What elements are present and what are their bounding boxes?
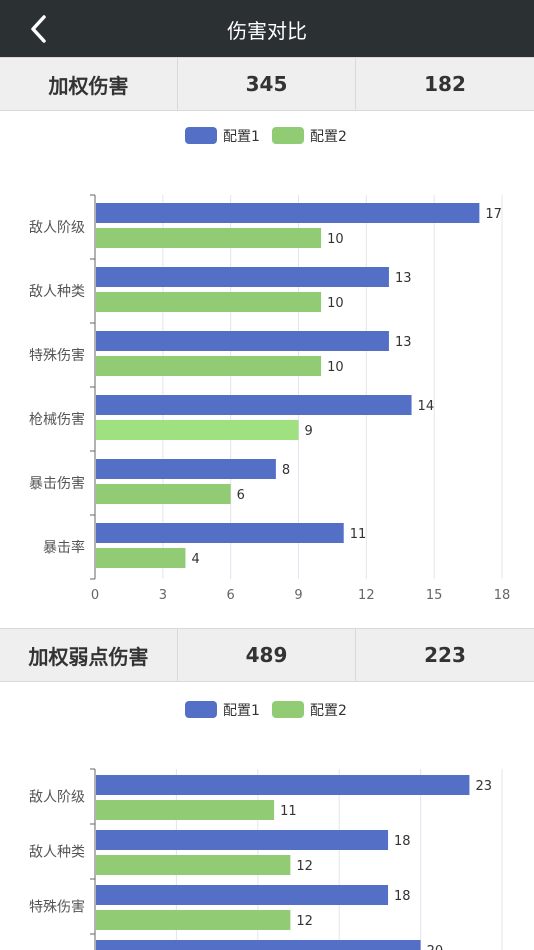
bar — [96, 228, 322, 248]
legend: 配置1 配置2 — [185, 127, 347, 145]
category-label: 枪械伤害 — [29, 411, 85, 428]
legend-item: 配置1 — [185, 127, 260, 145]
legend-swatch — [185, 127, 217, 144]
bar — [96, 940, 421, 950]
row-label: 加权弱点伤害 — [0, 629, 178, 681]
bar — [96, 331, 389, 351]
bar-value-label: 14 — [418, 399, 435, 414]
bar — [96, 203, 480, 223]
bar — [96, 800, 275, 820]
weighted-weakpoint-chart: 配置1配置2敌人阶级2311敌人种类1812特殊伤害1812枪械伤害20 — [0, 684, 534, 950]
row-label: 加权伤害 — [0, 58, 178, 110]
config2-total: 223 — [424, 643, 466, 667]
bar — [96, 885, 389, 905]
legend-item: 配置1 — [185, 701, 260, 719]
config1-total: 345 — [178, 58, 356, 110]
bar — [96, 830, 389, 850]
x-tick-label: 15 — [426, 588, 443, 603]
bar — [96, 459, 276, 479]
bar — [96, 292, 322, 312]
bar-value-label: 10 — [327, 360, 344, 375]
category-label: 特殊伤害 — [29, 900, 85, 916]
bar-value-label: 10 — [327, 232, 344, 247]
weighted-damage-chart: 配置1 配置2 0 3 6 9 12 15 18 敌人阶级 17 10 敌人种类 13 10 特殊伤害 13 10… — [0, 111, 534, 627]
config2-total: 182 — [424, 72, 466, 96]
bar — [96, 910, 291, 930]
legend-swatch — [272, 701, 304, 718]
legend-label: 配置2 — [310, 703, 347, 719]
bar-value-label: 9 — [305, 424, 313, 439]
weighted-weakpoint-row: 加权弱点伤害 489 223 — [0, 628, 534, 682]
bar — [96, 523, 344, 543]
bar — [96, 775, 470, 795]
legend: 配置1 配置2 — [185, 701, 347, 719]
bar-value-label: 13 — [395, 335, 412, 350]
bar — [96, 484, 231, 504]
bar — [96, 855, 291, 875]
x-tick-label: 0 — [91, 588, 99, 603]
legend-item: 配置2 — [272, 127, 347, 145]
bar-value-label: 18 — [394, 834, 411, 849]
back-arrow-icon[interactable] — [24, 12, 56, 46]
config1-total: 489 — [178, 629, 356, 681]
bar — [96, 267, 389, 287]
bar-value-label: 8 — [282, 463, 290, 478]
legend-swatch — [185, 701, 217, 718]
bar — [96, 395, 412, 415]
bar-value-label: 10 — [327, 296, 344, 311]
x-tick-label: 9 — [294, 588, 302, 603]
bar-value-label: 13 — [395, 271, 412, 286]
bar-value-label: 12 — [296, 859, 313, 874]
legend-label: 配置2 — [310, 129, 347, 145]
legend-item: 配置2 — [272, 701, 347, 719]
weighted-damage-row: 加权伤害 345 182 — [0, 57, 534, 111]
bar-chart-svg: 配置1配置2敌人阶级2311敌人种类1812特殊伤害1812枪械伤害20 — [29, 701, 503, 950]
bar-value-label: 23 — [475, 779, 492, 794]
x-tick-label: 3 — [159, 588, 167, 603]
category-label: 敌人阶级 — [29, 790, 85, 806]
legend-label: 配置1 — [223, 129, 260, 145]
bar-value-label: 20 — [427, 944, 444, 950]
bar-value-label: 11 — [350, 527, 367, 542]
x-tick-label: 18 — [494, 588, 511, 603]
bar-value-label: 4 — [191, 552, 199, 567]
category-label: 敌人阶级 — [29, 220, 85, 236]
category-label: 暴击率 — [43, 539, 85, 556]
nav-bar: 伤害对比 — [0, 0, 534, 58]
x-tick-label: 12 — [358, 588, 375, 603]
bar-value-label: 17 — [485, 207, 502, 222]
page-title: 伤害对比 — [227, 18, 307, 43]
bar — [96, 420, 299, 440]
category-label: 特殊伤害 — [29, 348, 85, 364]
bar-value-label: 12 — [296, 914, 313, 929]
x-tick-label: 6 — [227, 588, 235, 603]
category-label: 敌人种类 — [29, 284, 85, 300]
bar-value-label: 18 — [394, 889, 411, 904]
legend-swatch — [272, 127, 304, 144]
bar-value-label: 11 — [280, 804, 297, 819]
bar — [96, 548, 186, 568]
legend-label: 配置1 — [223, 703, 260, 719]
bar-value-label: 6 — [237, 488, 245, 503]
category-label: 敌人种类 — [29, 845, 85, 861]
category-label: 暴击伤害 — [29, 476, 85, 492]
bar-chart-svg: 配置1 配置2 0 3 6 9 12 15 18 敌人阶级 17 10 敌人种类 13 10 特殊伤害 13 10… — [29, 127, 511, 603]
bar — [96, 356, 322, 376]
